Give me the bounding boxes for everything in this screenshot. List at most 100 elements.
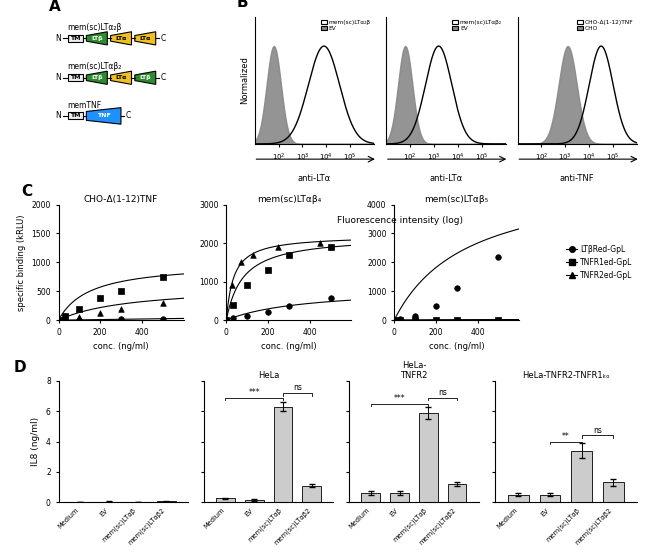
Text: LTβ: LTβ [91,36,103,41]
Point [431,301,441,310]
Point [60,315,70,324]
Bar [216,498,235,502]
Bar [448,484,467,502]
Point [326,294,336,302]
Point [410,311,420,320]
X-axis label: conc. (ng/ml): conc. (ng/ml) [429,343,484,352]
Bar [571,451,592,502]
Polygon shape [86,71,107,84]
Text: C: C [161,34,166,43]
Point [226,281,237,290]
Text: N: N [55,112,61,121]
Text: mem(sc)LTα₂β: mem(sc)LTα₂β [68,23,122,32]
Point [395,315,406,324]
Point [53,316,64,325]
FancyBboxPatch shape [68,74,83,81]
Point [53,316,64,325]
Point [452,315,462,324]
Bar [419,413,437,502]
Point [410,315,420,324]
X-axis label: anti-LTα: anti-LTα [429,174,462,183]
Point [389,316,399,325]
Text: memTNF: memTNF [68,100,102,109]
Point [263,307,273,316]
Polygon shape [111,32,131,45]
Text: TNF: TNF [97,113,110,118]
Text: LTα: LTα [140,36,151,41]
Text: N: N [55,34,61,43]
Point [431,315,441,324]
Point [263,266,273,275]
Point [315,239,325,248]
Point [221,316,231,325]
Legend: mem(sc)LTαβ₂, EV: mem(sc)LTαβ₂, EV [452,20,502,32]
Point [273,243,283,252]
Text: ***: *** [394,394,406,403]
Point [431,315,441,324]
Point [452,315,462,324]
Polygon shape [135,32,156,45]
Text: LTβ: LTβ [91,75,103,80]
Y-axis label: IL8 (ng/ml): IL8 (ng/ml) [31,417,40,466]
Text: Fluorescence intensity (log): Fluorescence intensity (log) [337,216,463,225]
Text: TM: TM [70,113,81,118]
Point [410,315,420,324]
Legend: CHO-Δ(1-12)TNF, CHO: CHO-Δ(1-12)TNF, CHO [577,20,634,32]
Point [493,315,504,324]
Point [221,316,231,325]
Legend: LTβRed-GpL, TNFR1ed-GpL, TNFR2ed-GpL: LTβRed-GpL, TNFR1ed-GpL, TNFR2ed-GpL [566,245,632,280]
X-axis label: conc. (ng/ml): conc. (ng/ml) [261,343,317,352]
Point [389,316,399,325]
Point [248,250,259,259]
Y-axis label: Normalized: Normalized [240,56,249,104]
Point [60,311,70,320]
Bar [245,500,263,502]
Point [74,315,85,324]
Point [116,287,126,296]
Title: HeLa: HeLa [258,371,280,380]
Bar [274,407,292,502]
Polygon shape [86,108,121,124]
Point [326,243,336,252]
Point [227,300,238,309]
Polygon shape [86,32,107,45]
Text: ns: ns [293,383,302,392]
Bar [390,493,409,502]
Bar [302,485,321,502]
Point [116,315,126,324]
X-axis label: anti-LTα: anti-LTα [298,174,331,183]
Text: LTα: LTα [115,36,127,41]
Text: ns: ns [593,426,602,435]
Point [389,316,399,325]
Text: **: ** [562,432,569,441]
Y-axis label: specific binding (kRLU): specific binding (kRLU) [17,214,26,311]
Title: HeLa-
TNFR2: HeLa- TNFR2 [400,360,428,380]
Text: LTβ: LTβ [140,75,151,80]
Point [395,315,406,324]
Point [221,316,231,325]
Text: B: B [237,0,248,11]
Text: TM: TM [70,36,81,41]
Title: mem(sc)LTαβ₅: mem(sc)LTαβ₅ [424,195,489,204]
Text: LTα: LTα [115,75,127,80]
Legend: mem(sc)LTα₂β, EV: mem(sc)LTα₂β, EV [320,20,371,32]
Text: C: C [161,73,166,82]
Point [236,258,246,267]
Point [227,314,238,323]
Point [53,316,64,325]
Point [157,272,168,281]
Text: A: A [49,0,61,14]
Title: mem(sc)LTαβ₄: mem(sc)LTαβ₄ [257,195,321,204]
Title: HeLa-TNFR2-TNFR1ₖₒ: HeLa-TNFR2-TNFR1ₖₒ [522,371,610,380]
Point [116,304,126,313]
X-axis label: conc. (ng/ml): conc. (ng/ml) [93,343,149,352]
Point [283,250,294,259]
Text: C: C [125,112,131,121]
Text: ***: *** [248,388,260,397]
Bar [508,494,528,502]
FancyBboxPatch shape [68,35,83,42]
Polygon shape [111,71,131,84]
Point [157,314,168,323]
Bar [540,494,560,502]
Point [242,281,252,290]
